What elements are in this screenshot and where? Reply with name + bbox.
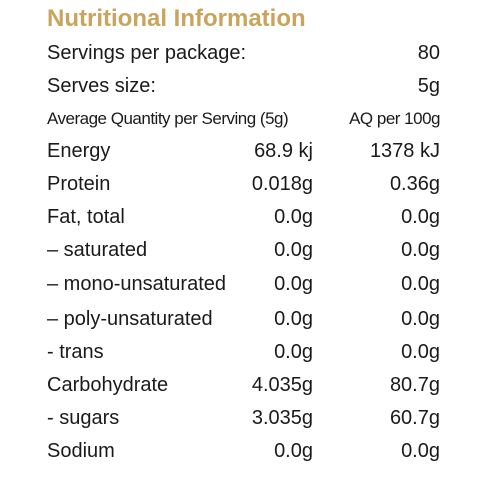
nutrient-per-serving: 0.018g [251,173,313,195]
nutrient-per-100g: 0.0g [401,308,440,330]
nutrient-row-energy: Energy 68.9 kj 1378 kJ [0,135,480,167]
nutrient-per-serving: 0.0g [274,206,313,228]
nutrient-per-100g: 80.7g [389,374,440,396]
nutrient-row-saturated: – saturated 0.0g 0.0g [0,234,480,266]
nutrient-name: – mono-unsaturated [47,273,227,295]
nutrient-per-serving: 68.9 kj [254,140,313,162]
nutrient-row-fat-total: Fat, total 0.0g 0.0g [0,201,480,233]
nutrient-row-protein: Protein 0.018g 0.36g [0,168,480,200]
nutrient-row-sodium: Sodium 0.0g 0.0g [0,435,480,467]
serve-size-row: Serves size: 5g [0,70,480,102]
panel-title: Nutritional Information [47,5,306,32]
nutrient-per-serving: 0.0g [274,440,313,462]
nutrient-per-100g: 0.36g [389,173,440,195]
nutrient-per-serving: 0.0g [274,341,313,363]
nutrient-row-mono-unsaturated: – mono-unsaturated 0.0g 0.0g [0,268,480,300]
nutrient-per-serving: 3.035g [251,407,313,429]
nutrient-row-poly-unsaturated: – poly-unsaturated 0.0g 0.0g [0,303,480,335]
serve-size-label: Serves size: [47,75,156,97]
nutrient-per-100g: 1378 kJ [369,140,440,162]
nutrient-per-serving: 0.0g [274,239,313,261]
nutrient-per-100g: 0.0g [401,206,440,228]
header-per-100g: AQ per 100g [349,109,440,128]
table-header-row: Average Quantity per Serving (5g) AQ per… [0,103,480,135]
header-per-serving: Average Quantity per Serving (5g) [47,109,289,128]
nutrient-per-100g: 60.7g [389,407,440,429]
nutrient-per-serving: 4.035g [251,374,313,396]
nutrient-per-100g: 0.0g [401,273,440,295]
nutrient-row-trans: - trans 0.0g 0.0g [0,336,480,368]
nutrient-name: – saturated [47,239,148,261]
nutrient-name: Carbohydrate [47,374,169,396]
nutrient-name: - trans [47,341,104,363]
nutrient-per-100g: 0.0g [401,239,440,261]
nutrient-name: - sugars [47,407,120,429]
nutrient-name: Fat, total [47,206,125,228]
nutrient-per-100g: 0.0g [401,341,440,363]
servings-per-package-value: 80 [417,42,440,64]
nutrient-name: Energy [47,140,111,162]
servings-per-package-label: Servings per package: [47,42,247,64]
serve-size-value: 5g [417,75,440,97]
nutrient-per-serving: 0.0g [274,273,313,295]
nutrient-per-100g: 0.0g [401,440,440,462]
nutrient-name: Sodium [47,440,115,462]
nutrient-per-serving: 0.0g [274,308,313,330]
nutrient-row-sugars: - sugars 3.035g 60.7g [0,402,480,434]
nutrient-name: Protein [47,173,111,195]
servings-per-package-row: Servings per package: 80 [0,37,480,69]
nutrient-name: – poly-unsaturated [47,308,213,330]
nutrient-row-carbohydrate: Carbohydrate 4.035g 80.7g [0,369,480,401]
